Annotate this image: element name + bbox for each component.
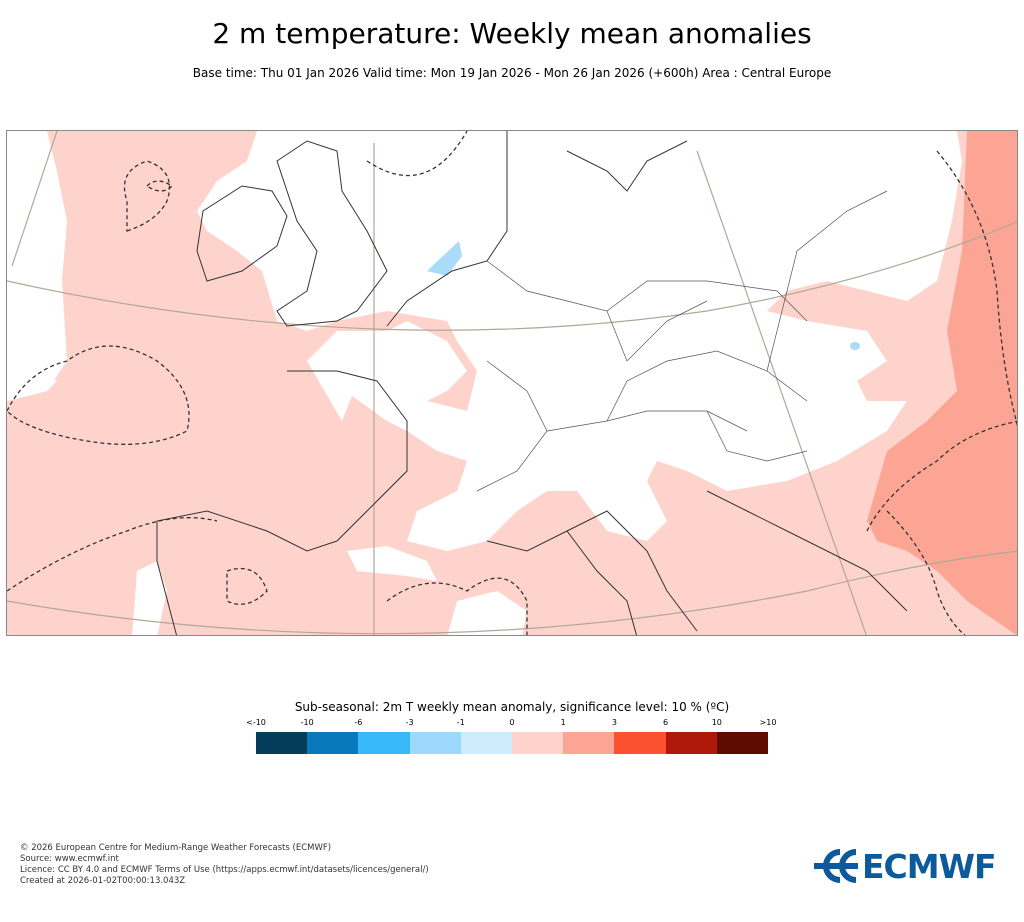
ecmwf-logo[interactable]: ECMWF bbox=[812, 846, 1012, 886]
legend-tick: <-10 bbox=[246, 718, 266, 727]
footer-line: Source: www.ecmwf.int bbox=[20, 854, 119, 864]
legend-swatch bbox=[256, 732, 308, 754]
anomaly-map[interactable] bbox=[6, 130, 1018, 636]
legend-tick: 1 bbox=[560, 718, 566, 727]
neutral-region-pyrenees bbox=[347, 546, 437, 581]
legend-tick: -6 bbox=[354, 718, 363, 727]
legend-tick: -1 bbox=[456, 718, 465, 727]
ecmwf-logo-icon bbox=[814, 849, 858, 883]
chart-title: 2 m temperature: Weekly mean anomalies bbox=[212, 17, 812, 50]
graticule bbox=[7, 131, 1017, 635]
ecmwf-logo-text: ECMWF bbox=[862, 846, 997, 886]
neutral-region-atlantic bbox=[7, 371, 57, 401]
legend-tick: -3 bbox=[405, 718, 414, 727]
legend-tick: 0 bbox=[509, 718, 515, 727]
legend-swatch bbox=[563, 732, 615, 754]
legend-swatch bbox=[460, 732, 513, 754]
legend-swatch bbox=[665, 732, 717, 754]
legend-swatch bbox=[358, 732, 410, 754]
footer-line: Licence: CC BY 4.0 and ECMWF Terms of Us… bbox=[20, 865, 429, 875]
legend-swatch bbox=[409, 732, 461, 754]
footer-credits: © 2026 European Centre for Medium-Range … bbox=[20, 843, 429, 887]
cold-patch-east bbox=[850, 342, 860, 350]
country-borders bbox=[476, 190, 888, 492]
neutral-region-west bbox=[7, 131, 67, 401]
neutral-region-europe bbox=[197, 131, 962, 551]
legend-swatch bbox=[307, 732, 359, 754]
legend-swatch bbox=[614, 732, 666, 754]
footer-line: Created at 2026-01-02T00:00:13.043Z bbox=[20, 876, 186, 886]
coastlines bbox=[156, 131, 908, 635]
neutral-region-med bbox=[447, 591, 527, 635]
legend-ticks: <-10 -10 -6 -3 -1 0 1 3 6 10 >10 bbox=[246, 718, 776, 730]
legend-tick: 6 bbox=[663, 718, 669, 727]
legend-colorbar bbox=[256, 732, 769, 754]
legend-tick: >10 bbox=[759, 718, 777, 727]
legend-swatch bbox=[716, 732, 769, 754]
legend-tick: -10 bbox=[300, 718, 314, 727]
legend-tick: 3 bbox=[611, 718, 617, 727]
legend-tick: 10 bbox=[711, 718, 722, 727]
footer-line: © 2026 European Centre for Medium-Range … bbox=[20, 843, 332, 853]
legend-swatch bbox=[512, 732, 564, 754]
significance-contours bbox=[7, 131, 1017, 635]
cold-patch-netherlands bbox=[427, 241, 462, 276]
neutral-region-iberia bbox=[132, 561, 167, 635]
warm-region-east bbox=[867, 131, 1017, 635]
map-canvas bbox=[7, 131, 1017, 635]
chart-subtitle: Base time: Thu 01 Jan 2026 Valid time: M… bbox=[192, 66, 832, 80]
legend-title: Sub-seasonal: 2m T weekly mean anomaly, … bbox=[294, 700, 730, 714]
